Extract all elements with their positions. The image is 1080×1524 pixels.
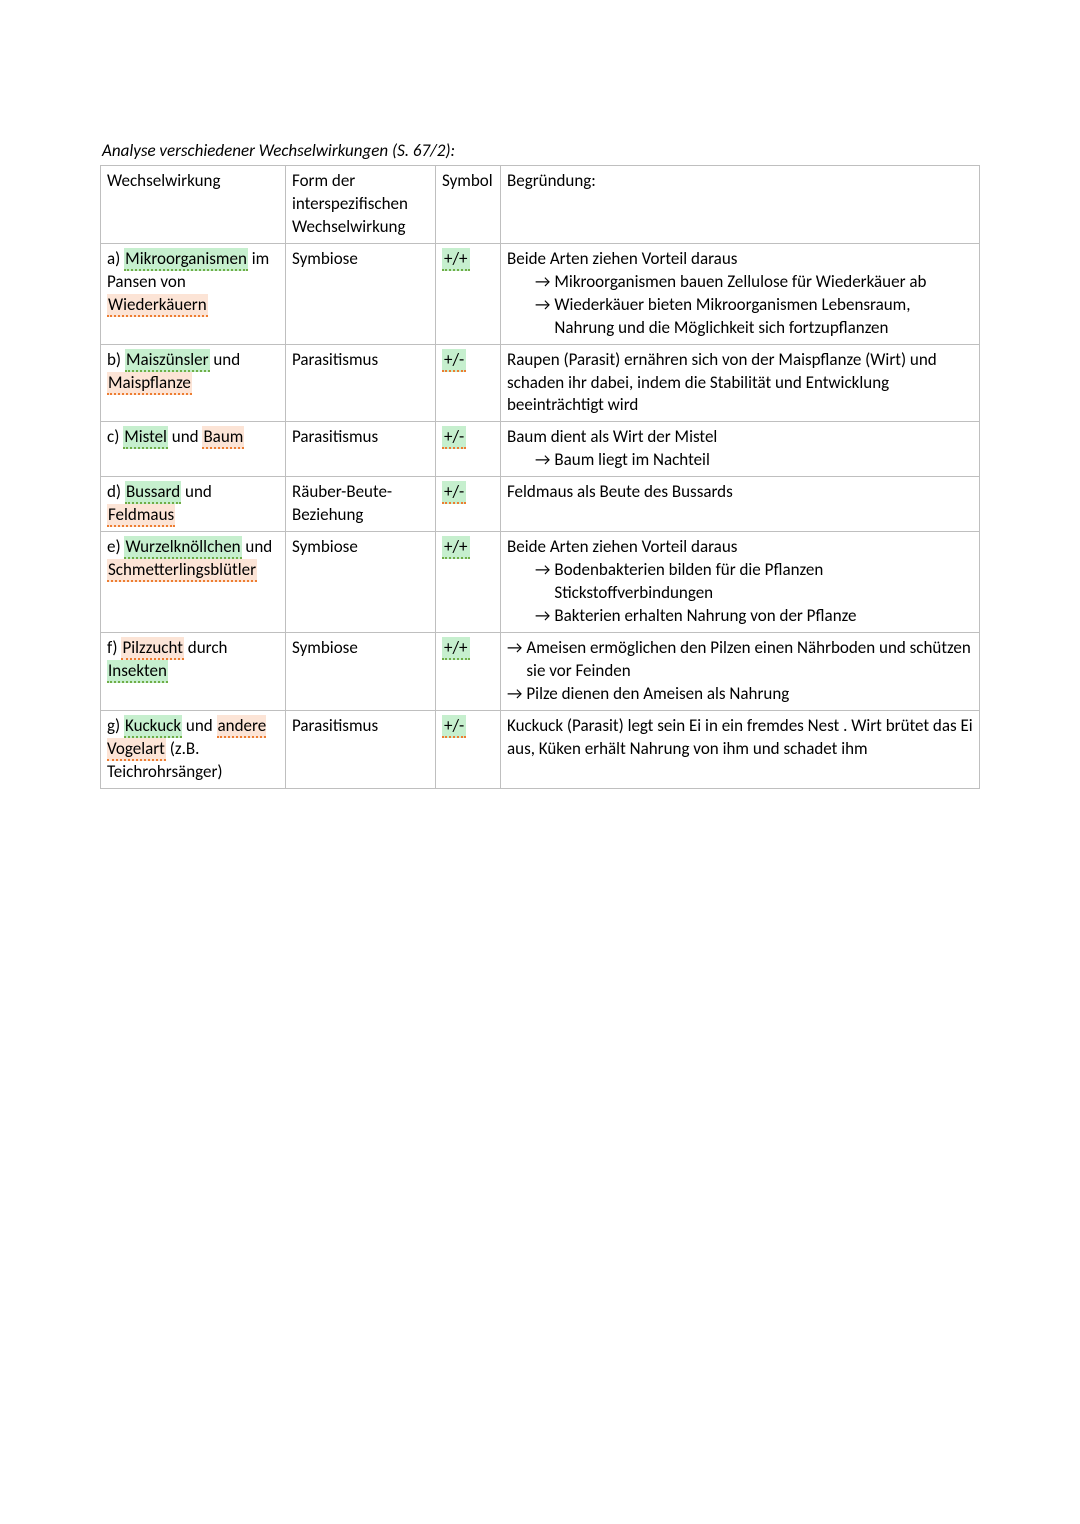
- arrow-icon: →: [535, 294, 554, 317]
- table-row: a) Mikroorganismen im Pansen von Wiederk…: [101, 243, 980, 344]
- highlight-green: Mikroorganismen: [124, 248, 248, 271]
- cell-symbol: +/+: [436, 632, 501, 710]
- cell-wechselwirkung: a) Mikroorganismen im Pansen von Wiederk…: [101, 243, 286, 344]
- highlight-orange: Schmetterlingsblütler: [107, 559, 257, 582]
- cell-symbol: +/-: [436, 344, 501, 422]
- highlight-orange: Feldmaus: [107, 504, 175, 527]
- table-row: g) Kuckuck und andere Vogelart (z.B. Tei…: [101, 710, 980, 788]
- arrow-icon: →: [535, 605, 554, 628]
- symbol-plus-minus: +/-: [442, 715, 466, 738]
- cell-reason: Beide Arten ziehen Vorteil daraus →Boden…: [501, 532, 980, 633]
- cell-reason: Baum dient als Wirt der Mistel →Baum lie…: [501, 422, 980, 477]
- highlight-orange: Baum: [202, 426, 244, 449]
- arrow-icon: →: [535, 271, 554, 294]
- highlight-green: Insekten: [107, 660, 168, 683]
- cell-symbol: +/-: [436, 477, 501, 532]
- table-row: b) Maiszünsler und Maispflanze Parasitis…: [101, 344, 980, 422]
- symbol-plus-plus: +/+: [442, 248, 470, 271]
- cell-form: Parasitismus: [286, 344, 436, 422]
- highlight-green: Kuckuck: [124, 715, 182, 738]
- cell-symbol: +/+: [436, 532, 501, 633]
- cell-reason: →Ameisen ermöglichen den Pilzen einen Nä…: [501, 632, 980, 710]
- symbol-plus-minus: +/-: [442, 426, 466, 449]
- highlight-orange: Wiederkäuern: [107, 294, 208, 317]
- col-header-form: Form der interspezifischen Wechselwirkun…: [286, 166, 436, 244]
- cell-form: Symbiose: [286, 243, 436, 344]
- cell-form: Parasitismus: [286, 710, 436, 788]
- table-row: f) Pilzzucht durch Insekten Symbiose +/+…: [101, 632, 980, 710]
- table-row: c) Mistel und Baum Parasitismus +/- Baum…: [101, 422, 980, 477]
- interactions-table: Wechselwirkung Form der interspezifische…: [100, 165, 980, 789]
- col-header-begruendung: Begründung:: [501, 166, 980, 244]
- cell-form: Symbiose: [286, 632, 436, 710]
- document-page: Analyse verschiedener Wechselwirkungen (…: [0, 0, 1080, 789]
- highlight-green: Bussard: [125, 481, 181, 504]
- arrow-icon: →: [535, 449, 554, 472]
- cell-symbol: +/-: [436, 422, 501, 477]
- symbol-plus-minus: +/-: [442, 481, 466, 504]
- cell-reason: Kuckuck (Parasit) legt sein Ei in ein fr…: [501, 710, 980, 788]
- symbol-plus-minus: +/-: [442, 349, 466, 372]
- cell-reason: Feldmaus als Beute des Bussards: [501, 477, 980, 532]
- arrow-icon: →: [535, 559, 554, 582]
- highlight-green: Wurzelknöllchen: [124, 536, 241, 559]
- highlight-green: Maiszünsler: [125, 349, 210, 372]
- cell-form: Räuber-Beute-Beziehung: [286, 477, 436, 532]
- cell-reason: Raupen (Parasit) ernähren sich von der M…: [501, 344, 980, 422]
- col-header-wechselwirkung: Wechselwirkung: [101, 166, 286, 244]
- page-title: Analyse verschiedener Wechselwirkungen (…: [102, 140, 980, 161]
- table-row: d) Bussard und Feldmaus Räuber-Beute-Bez…: [101, 477, 980, 532]
- symbol-plus-plus: +/+: [442, 637, 470, 660]
- highlight-orange: Maispflanze: [107, 372, 192, 395]
- cell-form: Symbiose: [286, 532, 436, 633]
- cell-wechselwirkung: c) Mistel und Baum: [101, 422, 286, 477]
- cell-wechselwirkung: f) Pilzzucht durch Insekten: [101, 632, 286, 710]
- symbol-plus-plus: +/+: [442, 536, 470, 559]
- highlight-green: Mistel: [123, 426, 168, 449]
- cell-wechselwirkung: b) Maiszünsler und Maispflanze: [101, 344, 286, 422]
- cell-wechselwirkung: e) Wurzelknöllchen und Schmetterlingsblü…: [101, 532, 286, 633]
- cell-wechselwirkung: d) Bussard und Feldmaus: [101, 477, 286, 532]
- table-header-row: Wechselwirkung Form der interspezifische…: [101, 166, 980, 244]
- arrow-icon: →: [507, 683, 526, 706]
- cell-wechselwirkung: g) Kuckuck und andere Vogelart (z.B. Tei…: [101, 710, 286, 788]
- arrow-icon: →: [507, 637, 526, 660]
- cell-form: Parasitismus: [286, 422, 436, 477]
- highlight-orange: Pilzzucht: [121, 637, 184, 660]
- cell-symbol: +/-: [436, 710, 501, 788]
- table-row: e) Wurzelknöllchen und Schmetterlingsblü…: [101, 532, 980, 633]
- col-header-symbol: Symbol: [436, 166, 501, 244]
- cell-symbol: +/+: [436, 243, 501, 344]
- cell-reason: Beide Arten ziehen Vorteil daraus →Mikro…: [501, 243, 980, 344]
